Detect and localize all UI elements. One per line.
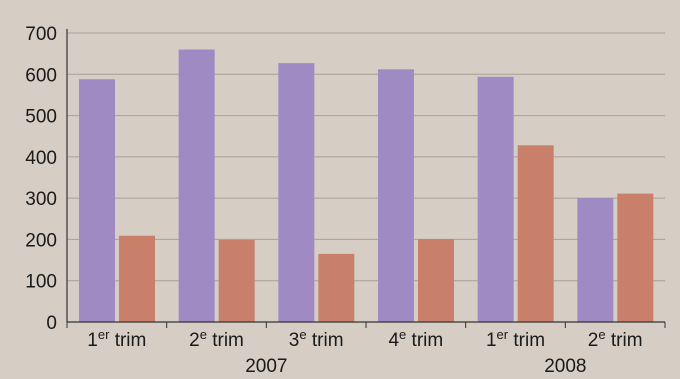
x-category-label-2: 3e trim bbox=[289, 327, 344, 351]
y-tick-label-200: 200 bbox=[25, 230, 57, 251]
bar-s1-c5 bbox=[617, 193, 654, 322]
category-number: 3 bbox=[289, 330, 300, 351]
y-tick-label-700: 700 bbox=[25, 24, 57, 45]
category-suffix: trim bbox=[307, 330, 344, 351]
year-label-2008: 2008 bbox=[544, 356, 586, 377]
y-tick-label-500: 500 bbox=[25, 107, 57, 128]
y-tick-label-300: 300 bbox=[25, 189, 57, 210]
category-superscript: e bbox=[299, 327, 306, 342]
bar-s1-c0 bbox=[119, 235, 155, 322]
y-tick-label-100: 100 bbox=[25, 272, 57, 293]
bar-s0-c2 bbox=[278, 63, 315, 322]
bar-s0-c0 bbox=[79, 79, 115, 323]
category-suffix: trim bbox=[109, 330, 146, 351]
bar-s1-c2 bbox=[318, 253, 355, 322]
bar-s0-c1 bbox=[178, 49, 215, 323]
y-tick-label-0: 0 bbox=[46, 313, 57, 334]
bar-s1-c3 bbox=[418, 239, 454, 322]
category-superscript: e bbox=[399, 327, 406, 342]
category-number: 2 bbox=[588, 330, 599, 351]
category-superscript: e bbox=[200, 327, 207, 342]
x-category-label-1: 2e trim bbox=[189, 327, 244, 351]
bar-s0-c4 bbox=[477, 76, 514, 323]
category-suffix: trim bbox=[606, 330, 643, 351]
x-category-label-4: 1er trim bbox=[486, 327, 545, 351]
bar-s1-c1 bbox=[218, 239, 255, 322]
x-category-label-0: 1er trim bbox=[87, 327, 146, 351]
x-category-label-3: 4e trim bbox=[388, 327, 443, 351]
gridlines bbox=[67, 32, 665, 282]
category-superscript: e bbox=[598, 327, 605, 342]
y-tick-label-600: 600 bbox=[25, 65, 57, 86]
axes bbox=[66, 29, 666, 328]
y-tick-label-400: 400 bbox=[25, 148, 57, 169]
x-category-label-5: 2e trim bbox=[588, 327, 643, 351]
bar-s1-c4 bbox=[517, 145, 554, 322]
category-suffix: trim bbox=[508, 330, 545, 351]
bars bbox=[79, 49, 654, 323]
category-number: 2 bbox=[189, 330, 200, 351]
category-superscript: er bbox=[98, 327, 110, 342]
category-suffix: trim bbox=[207, 330, 244, 351]
category-number: 1 bbox=[87, 330, 98, 351]
bar-s0-c3 bbox=[378, 69, 414, 323]
year-label-2007: 2007 bbox=[245, 356, 287, 377]
category-number: 4 bbox=[388, 330, 399, 351]
category-number: 1 bbox=[486, 330, 497, 351]
category-suffix: trim bbox=[406, 330, 443, 351]
category-superscript: er bbox=[497, 327, 509, 342]
bar-s0-c5 bbox=[577, 198, 614, 322]
